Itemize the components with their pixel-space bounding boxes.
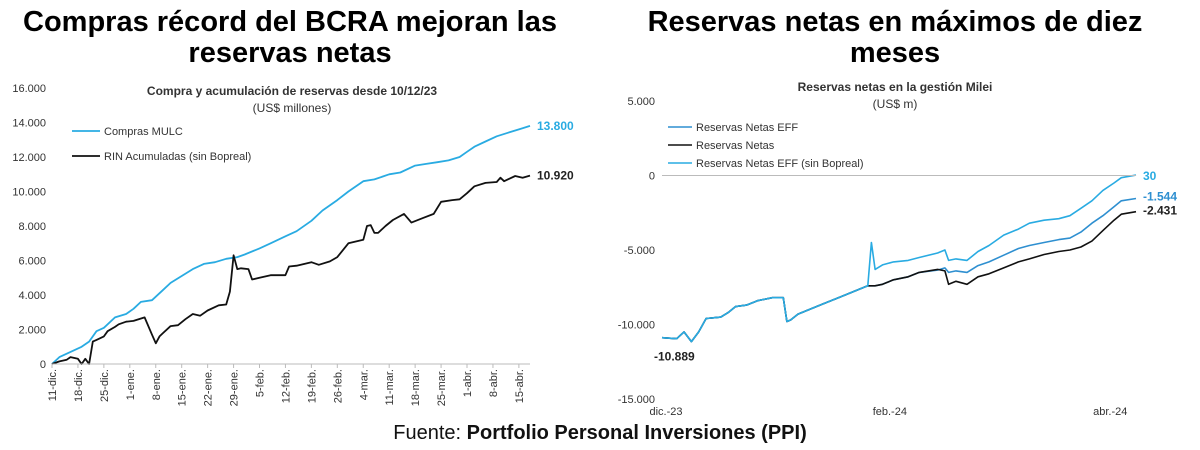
- left-x-tick-label: 18-mar.: [410, 369, 422, 406]
- right-y-tick-label: -10.000: [618, 320, 655, 332]
- right-end-label-0: -1.544: [1143, 190, 1177, 204]
- left-y-tick-label: 6.000: [18, 256, 46, 268]
- left-x-tick-label: 12-feb.: [280, 369, 292, 403]
- left-x-tick-label: 11-mar.: [384, 369, 396, 405]
- left-x-tick-label: 18-dic.: [73, 369, 85, 402]
- left-x-tick-label: 26-feb.: [332, 369, 344, 403]
- right-headline: Reservas netas en máximos de diez meses: [647, 6, 1143, 69]
- right-x-tick-label: abr.-24: [1093, 406, 1127, 418]
- right-end-label-2: 30: [1143, 169, 1157, 183]
- left-y-tick-label: 4.000: [18, 290, 46, 302]
- left-x-tick-label: 25-mar.: [436, 369, 448, 406]
- left-x-tick-label: 29-ene.: [229, 369, 241, 406]
- right-series-line-2: [661, 174, 1137, 343]
- right-y-tick-label: -15.000: [618, 394, 655, 406]
- left-x-tick-label: 1-ene.: [125, 369, 137, 400]
- left-x-tick-label: 22-ene.: [203, 369, 215, 406]
- left-y-tick-label: 10.000: [12, 187, 46, 199]
- left-x-tick-label: 1-abr.: [462, 369, 474, 397]
- left-x-tick-label: 25-dic.: [99, 369, 111, 402]
- right-legend-label-1: Reservas Netas: [696, 140, 775, 152]
- left-series-line-1: [51, 174, 531, 365]
- left-y-tick-label: 12.000: [12, 152, 46, 164]
- right-chart: Reservas netas en la gestión Milei (US$ …: [618, 80, 1178, 418]
- left-x-tick-label: 8-abr.: [488, 369, 500, 397]
- source-prefix: Fuente:: [393, 422, 462, 444]
- left-chart-subtitle: (US$ millones): [253, 101, 332, 115]
- left-x-tick-label: 19-feb.: [306, 369, 318, 403]
- left-x-tick-label: 11-dic.: [47, 369, 59, 401]
- right-y-tick-label: -5.000: [624, 245, 655, 257]
- right-x-tick-label: dic.-23: [649, 406, 682, 418]
- left-y-tick-label: 14.000: [12, 118, 46, 130]
- left-y-tick-label: 2.000: [18, 325, 46, 337]
- right-y-tick-label: 0: [649, 171, 655, 183]
- left-legend-label-1: RIN Acumuladas (sin Bopreal): [104, 151, 251, 163]
- left-series-line-0: [51, 125, 531, 365]
- right-series-line-1: [661, 210, 1137, 343]
- left-x-tick-label: 4-mar.: [358, 369, 370, 400]
- right-chart-title: Reservas netas en la gestión Milei: [798, 80, 993, 94]
- right-legend-label-0: Reservas Netas EFF: [696, 122, 798, 134]
- right-series-line-0: [661, 197, 1137, 343]
- left-end-label-1: 10.920: [537, 169, 574, 183]
- right-end-label-1: -2.431: [1143, 204, 1177, 218]
- left-y-tick-label: 16.000: [12, 83, 46, 95]
- left-y-tick-label: 0: [40, 359, 46, 371]
- left-headline: Compras récord del BCRA mejoran las rese…: [23, 6, 557, 69]
- left-x-tick-label: 5-feb.: [255, 369, 267, 397]
- right-start-label: -10.889: [654, 350, 695, 364]
- left-chart: Compra y acumulación de reservas desde 1…: [12, 83, 574, 406]
- source-line: Fuente: Portfolio Personal Inversiones (…: [0, 422, 1200, 445]
- left-end-label-0: 13.800: [537, 119, 574, 133]
- left-x-tick-label: 8-ene.: [151, 369, 163, 400]
- right-y-tick-label: 5.000: [627, 96, 655, 108]
- left-legend-label-0: Compras MULC: [104, 126, 183, 138]
- right-x-tick-label: feb.-24: [873, 406, 907, 418]
- right-chart-subtitle: (US$ m): [873, 97, 918, 111]
- left-x-tick-label: 15-ene.: [177, 369, 189, 406]
- source-name: Portfolio Personal Inversiones (PPI): [466, 422, 807, 444]
- left-chart-title: Compra y acumulación de reservas desde 1…: [147, 84, 437, 98]
- right-legend-label-2: Reservas Netas EFF (sin Bopreal): [696, 158, 864, 170]
- left-y-tick-label: 8.000: [18, 221, 46, 233]
- left-x-tick-label: 15-abr.: [514, 369, 526, 403]
